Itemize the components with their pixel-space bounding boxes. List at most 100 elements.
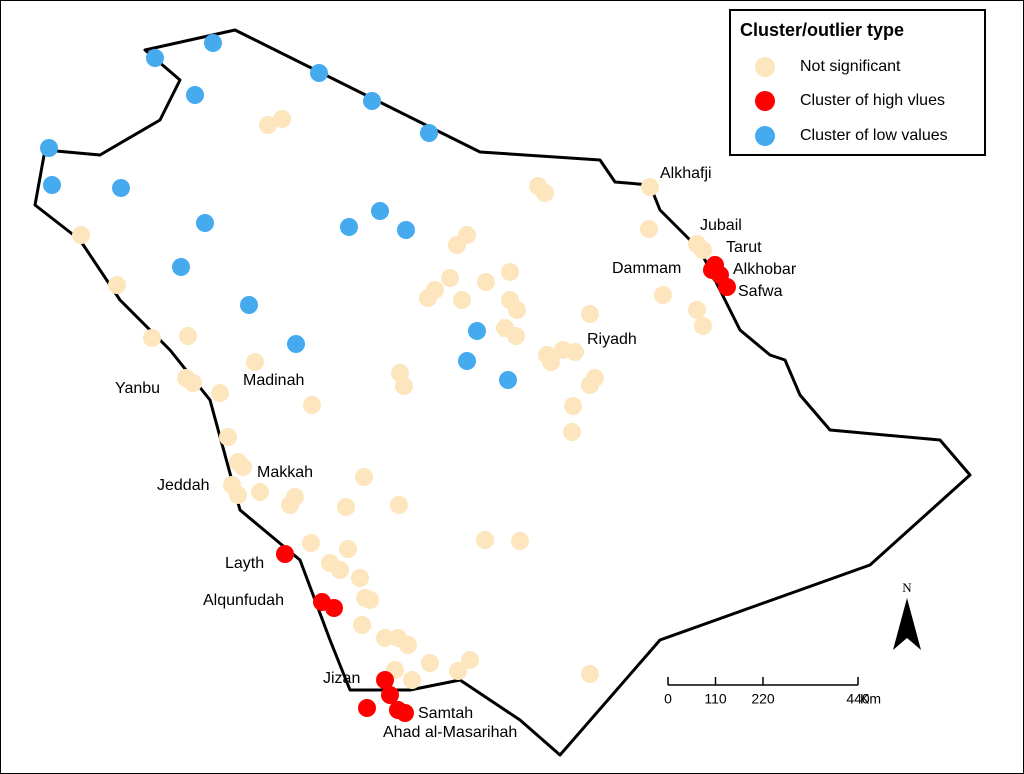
city-label: Jizan bbox=[323, 670, 360, 687]
site-point bbox=[240, 296, 258, 314]
site-point bbox=[390, 496, 408, 514]
site-point bbox=[376, 671, 394, 689]
legend-swatch bbox=[755, 57, 775, 77]
legend-title: Cluster/outlier type bbox=[740, 20, 904, 40]
city-label: Jubail bbox=[700, 217, 742, 234]
city-label: Alqunfudah bbox=[203, 592, 284, 609]
site-point bbox=[441, 269, 459, 287]
site-point bbox=[694, 317, 712, 335]
site-point bbox=[229, 486, 247, 504]
site-point bbox=[419, 289, 437, 307]
site-point bbox=[196, 214, 214, 232]
site-point bbox=[420, 124, 438, 142]
site-point bbox=[281, 496, 299, 514]
site-point bbox=[508, 301, 526, 319]
site-point bbox=[564, 397, 582, 415]
city-label: Tarut bbox=[726, 239, 762, 256]
site-point bbox=[211, 384, 229, 402]
site-point bbox=[688, 301, 706, 319]
legend-item: Not significant bbox=[800, 58, 901, 75]
city-label: Samtah bbox=[418, 705, 473, 722]
city-label: Madinah bbox=[243, 372, 304, 389]
site-point bbox=[371, 202, 389, 220]
site-point bbox=[72, 226, 90, 244]
site-point bbox=[581, 665, 599, 683]
site-point bbox=[641, 178, 659, 196]
city-label: Layth bbox=[225, 555, 264, 572]
site-point bbox=[108, 276, 126, 294]
site-point bbox=[376, 629, 394, 647]
site-point bbox=[340, 218, 358, 236]
site-point bbox=[477, 273, 495, 291]
site-point bbox=[501, 263, 519, 281]
city-label: Alkhobar bbox=[733, 261, 797, 278]
site-point bbox=[421, 654, 439, 672]
site-point bbox=[461, 651, 479, 669]
city-label: Makkah bbox=[257, 464, 313, 481]
legend-item: Cluster of low values bbox=[800, 127, 948, 144]
site-point bbox=[468, 322, 486, 340]
site-point bbox=[172, 258, 190, 276]
site-point bbox=[184, 374, 202, 392]
city-label: Riyadh bbox=[587, 331, 637, 348]
site-point bbox=[358, 699, 376, 717]
site-point bbox=[694, 241, 712, 259]
site-point bbox=[581, 305, 599, 323]
site-point bbox=[143, 329, 161, 347]
site-point bbox=[396, 704, 414, 722]
site-point bbox=[499, 371, 517, 389]
north-label: N bbox=[902, 580, 912, 595]
site-point bbox=[458, 352, 476, 370]
site-point bbox=[273, 110, 291, 128]
city-label: Safwa bbox=[738, 283, 783, 300]
legend-item: Cluster of high vlues bbox=[800, 92, 945, 109]
site-point bbox=[476, 531, 494, 549]
scale-label: 110 bbox=[704, 691, 727, 707]
site-point bbox=[146, 49, 164, 67]
site-point bbox=[310, 64, 328, 82]
site-point bbox=[399, 636, 417, 654]
site-point bbox=[276, 545, 294, 563]
city-label: Alkhafji bbox=[660, 165, 712, 182]
site-point bbox=[204, 34, 222, 52]
site-point bbox=[351, 569, 369, 587]
site-point bbox=[448, 236, 466, 254]
site-point bbox=[43, 176, 61, 194]
site-point bbox=[511, 532, 529, 550]
site-point bbox=[331, 561, 349, 579]
site-point bbox=[325, 599, 343, 617]
site-point bbox=[381, 686, 399, 704]
site-point bbox=[403, 671, 421, 689]
site-point bbox=[40, 139, 58, 157]
site-point bbox=[353, 616, 371, 634]
site-point bbox=[251, 483, 269, 501]
site-point bbox=[219, 428, 237, 446]
site-point bbox=[186, 86, 204, 104]
legend-swatch bbox=[755, 91, 775, 111]
site-point bbox=[339, 540, 357, 558]
city-label: Jeddah bbox=[157, 477, 210, 494]
site-point bbox=[355, 468, 373, 486]
site-point bbox=[581, 376, 599, 394]
site-point bbox=[718, 278, 736, 296]
site-point bbox=[303, 396, 321, 414]
site-point bbox=[234, 458, 252, 476]
north-arrow bbox=[893, 598, 921, 650]
legend-swatch bbox=[755, 126, 775, 146]
site-point bbox=[453, 291, 471, 309]
city-label: Ahad al-Masarihah bbox=[383, 724, 517, 741]
scale-label: 220 bbox=[751, 691, 775, 707]
site-point bbox=[337, 498, 355, 516]
site-point bbox=[566, 343, 584, 361]
site-point bbox=[363, 92, 381, 110]
site-point bbox=[302, 534, 320, 552]
city-label: Yanbu bbox=[115, 380, 160, 397]
site-point bbox=[259, 116, 277, 134]
site-point bbox=[640, 220, 658, 238]
site-point bbox=[563, 423, 581, 441]
site-point bbox=[361, 591, 379, 609]
site-point bbox=[397, 221, 415, 239]
site-point bbox=[449, 662, 467, 680]
site-point bbox=[287, 335, 305, 353]
